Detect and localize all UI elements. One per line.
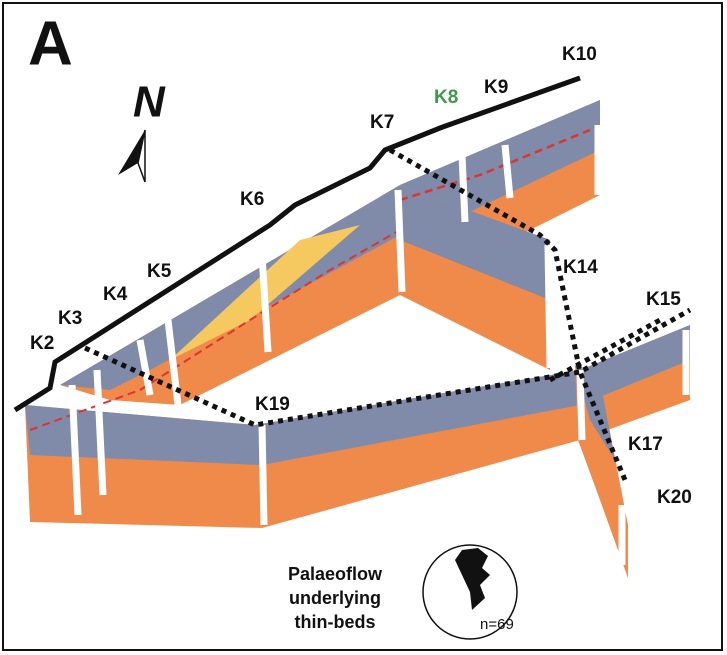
well-label: K7 [370,112,394,133]
legend-text: thin-beds [295,612,376,632]
well-label: K6 [240,189,264,210]
well-label: K4 [103,284,128,305]
well-label: K9 [484,77,508,98]
well-label: K20 [657,487,692,508]
legend-text: underlying [289,588,381,608]
panel-label: A [28,9,73,78]
well-label: K5 [147,261,172,282]
legend-text: Palaeoflow [288,564,383,584]
well-label: K8 [434,87,458,108]
well-label: K10 [562,44,597,65]
well-label: K14 [563,257,598,278]
well-label: K15 [646,289,681,310]
legend-count: n=69 [480,616,514,633]
figure: A N K10 K9 K8 K7 K6 K5 K4 K3 K2 K14 K15 … [0,0,727,655]
north-label: N [133,78,166,127]
well-label: K19 [255,394,290,415]
well-label: K17 [628,434,663,455]
well-label: K2 [30,333,54,354]
well-label: K3 [58,308,82,329]
